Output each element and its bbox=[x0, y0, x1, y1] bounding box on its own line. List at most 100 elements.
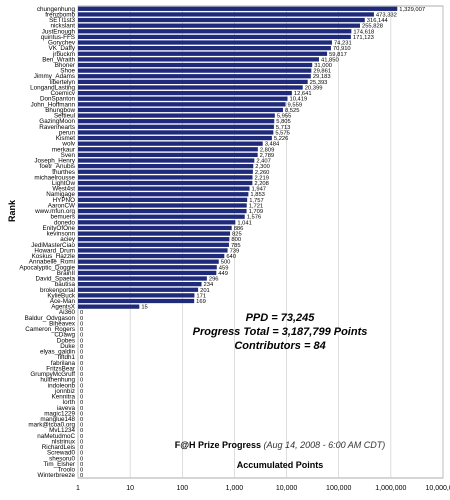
bar bbox=[78, 208, 247, 214]
category-label: West4st bbox=[52, 186, 75, 193]
value-label: 1,709 bbox=[249, 209, 264, 215]
bar bbox=[78, 270, 217, 276]
category-label: merkaur bbox=[52, 146, 75, 153]
value-label: 2,208 bbox=[254, 181, 269, 187]
bar bbox=[78, 158, 255, 163]
category-label: HYPNO bbox=[53, 197, 75, 204]
category-label: bautisa bbox=[55, 281, 76, 288]
category-label: mark@tcoa0.org bbox=[28, 422, 75, 429]
plot-area bbox=[77, 5, 444, 479]
value-label: 1,329,007 bbox=[399, 7, 425, 13]
category-label: kevinsonn bbox=[47, 231, 76, 238]
value-label: 886 bbox=[234, 226, 244, 232]
category-label: Apocalyptic_Doggie bbox=[19, 264, 75, 271]
category-label: AgentsX bbox=[51, 304, 76, 311]
value-label: 0 bbox=[80, 372, 83, 378]
value-label: 2,260 bbox=[255, 170, 270, 176]
value-label: 296 bbox=[209, 277, 219, 283]
value-label: 25,393 bbox=[310, 80, 328, 86]
value-label: 1,041 bbox=[237, 220, 252, 226]
contributors-stat: Contributors = 84 bbox=[234, 340, 326, 352]
value-label: 449 bbox=[218, 271, 228, 277]
category-label: magic1229 bbox=[44, 410, 75, 417]
value-label: 0 bbox=[80, 451, 83, 457]
value-label: 0 bbox=[80, 445, 83, 451]
chart-title-main: F@H Prize Progress bbox=[174, 440, 262, 450]
value-label: 15 bbox=[141, 305, 147, 311]
bar bbox=[78, 253, 225, 259]
value-label: 255,828 bbox=[362, 24, 383, 30]
category-label: Ace-Man bbox=[50, 298, 76, 305]
x-tick-label: 1,000 bbox=[226, 485, 244, 492]
value-label: 0 bbox=[80, 389, 83, 395]
bar bbox=[78, 242, 229, 247]
bar bbox=[78, 119, 275, 124]
value-label: 41,850 bbox=[321, 57, 339, 63]
value-label: 825 bbox=[232, 232, 242, 238]
bar bbox=[78, 6, 398, 11]
x-tick-label: 1 bbox=[76, 485, 80, 492]
value-label: 0 bbox=[80, 378, 83, 384]
bar bbox=[78, 180, 253, 186]
bar bbox=[78, 107, 283, 113]
bar bbox=[78, 62, 313, 68]
value-label: 459 bbox=[219, 265, 229, 271]
category-label: chungenhung bbox=[37, 6, 76, 13]
value-label: 0 bbox=[80, 439, 83, 445]
bar bbox=[78, 74, 311, 79]
value-label: 174,618 bbox=[353, 29, 374, 35]
bar bbox=[78, 282, 202, 287]
value-label: 169 bbox=[196, 299, 206, 305]
bar bbox=[78, 12, 374, 17]
category-label: CDawg bbox=[54, 332, 75, 339]
bar bbox=[78, 259, 219, 264]
category-label: Screwad0 bbox=[47, 450, 75, 457]
category-label: Baldur_Odvgason bbox=[25, 315, 76, 322]
category-label: EnityOfOne bbox=[42, 225, 75, 232]
value-label: 0 bbox=[80, 395, 83, 401]
category-label: David_Spaeta bbox=[35, 276, 75, 283]
category-label: Namigage bbox=[46, 191, 75, 198]
value-label: 785 bbox=[231, 243, 241, 249]
bar bbox=[78, 298, 195, 304]
value-label: 0 bbox=[80, 344, 83, 350]
category-label: GrumpyMcGruff bbox=[30, 371, 75, 378]
category-label: Dobes bbox=[57, 337, 75, 344]
value-label: 5,805 bbox=[276, 119, 291, 125]
x-tick-label: 10,000 bbox=[276, 485, 298, 492]
category-label: bemuers bbox=[51, 214, 76, 221]
category-label: foetr_Anubis bbox=[40, 163, 75, 170]
value-label: 31,000 bbox=[314, 63, 332, 69]
category-label: JediMasterCiao bbox=[31, 242, 75, 249]
value-label: 0 bbox=[80, 316, 83, 322]
value-label: 0 bbox=[80, 338, 83, 344]
category-label: Kismet bbox=[56, 135, 75, 142]
value-label: 640 bbox=[226, 254, 236, 260]
bar bbox=[78, 34, 351, 40]
category-label: aciey bbox=[60, 236, 76, 243]
category-label: Seftieul bbox=[54, 113, 75, 120]
value-label: 29,183 bbox=[313, 74, 331, 80]
bar bbox=[78, 23, 360, 28]
value-label: 10,419 bbox=[290, 97, 308, 103]
x-tick-label: 1,000,000 bbox=[375, 485, 406, 492]
category-label: libertelyn bbox=[50, 79, 76, 86]
category-label: nickslant bbox=[51, 23, 76, 30]
bar bbox=[78, 225, 232, 231]
bar bbox=[78, 231, 231, 236]
value-label: 0 bbox=[80, 327, 83, 333]
category-label: Ravenhearts bbox=[39, 124, 75, 131]
bar bbox=[78, 51, 328, 56]
value-label: 171 bbox=[196, 293, 206, 299]
x-tick-label: 100,000 bbox=[326, 485, 351, 492]
category-label: GazingMoon bbox=[39, 118, 75, 125]
category-label: RichardLeis bbox=[42, 444, 75, 451]
value-label: 0 bbox=[80, 400, 83, 406]
value-label: 0 bbox=[80, 310, 83, 316]
value-label: 234 bbox=[204, 282, 214, 288]
category-label: iaveva bbox=[57, 405, 76, 412]
category-label: frenzbomb bbox=[45, 11, 75, 18]
category-label: wolv bbox=[61, 141, 75, 148]
bar bbox=[78, 276, 207, 281]
